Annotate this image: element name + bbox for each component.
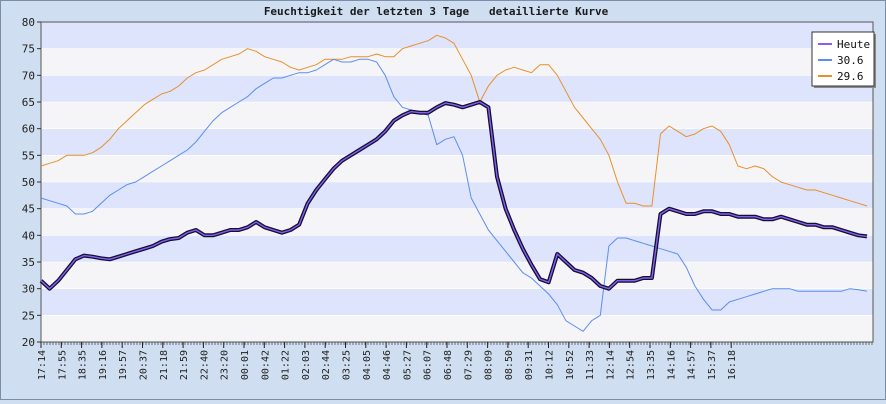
x-tick-label: 21:18 (159, 350, 170, 380)
x-tick-label: 12:14 (605, 350, 616, 380)
x-tick-label: 00:01 (240, 350, 251, 380)
x-tick-label: 17:55 (57, 350, 68, 380)
x-tick-label: 03:25 (342, 350, 353, 380)
series-line-29-6 (40, 34, 868, 207)
x-tick-label: 10:52 (565, 350, 576, 380)
x-tick-label: 20:37 (139, 350, 150, 380)
plot-band (41, 155, 873, 182)
x-tick-label: 13:35 (646, 350, 657, 380)
plot-band (41, 22, 873, 49)
plot-band (41, 288, 873, 316)
plot-band (41, 315, 873, 342)
chart-legend: Heute 30.6 29.6 (811, 31, 876, 88)
series-heute-line (40, 101, 868, 290)
x-tick-label: 00:42 (260, 350, 271, 380)
x-tick-label: 09:31 (524, 350, 535, 380)
y-tick-label: 75 (22, 43, 35, 56)
x-tick-label: 10:12 (545, 350, 556, 380)
y-tick-label: 30 (22, 283, 35, 296)
y-tick-label: 70 (22, 69, 35, 82)
y-tick-label: 80 (22, 16, 35, 29)
plot-band (41, 208, 873, 236)
y-tick-label: 60 (22, 123, 35, 136)
y-tick-label: 45 (22, 203, 35, 216)
x-tick-label: 18:35 (78, 350, 89, 380)
x-tick-label: 01:22 (281, 350, 292, 380)
x-tick-label: 08:50 (504, 350, 515, 380)
x-tick-label: 15:37 (707, 350, 718, 380)
x-tick-label: 06:07 (423, 350, 434, 380)
y-tick-label: 35 (22, 256, 35, 269)
x-tick-label: 05:27 (402, 350, 413, 380)
x-tick-label: 02:03 (301, 350, 312, 380)
y-tick-label: 40 (22, 229, 35, 242)
x-tick-label: 21:59 (179, 350, 190, 380)
x-tick-label: 19:16 (98, 350, 109, 380)
x-tick-label: 04:46 (382, 350, 393, 380)
y-tick-label: 20 (22, 336, 35, 349)
x-tick-label: 23:20 (220, 350, 231, 380)
plot-band (41, 235, 873, 262)
y-tick-label: 50 (22, 176, 35, 189)
x-tick-label: 04:05 (362, 350, 373, 380)
plot-band (41, 182, 873, 209)
legend-label: 30.6 (837, 54, 864, 67)
x-tick-label: 17:14 (37, 350, 48, 380)
y-tick-label: 25 (22, 309, 35, 322)
legend-label: Heute (837, 38, 870, 51)
y-tick-label: 55 (22, 149, 35, 162)
plot-band (41, 75, 873, 102)
legend-label: 29.6 (837, 70, 864, 83)
x-tick-label: 07:29 (463, 350, 474, 380)
x-tick-label: 12:54 (626, 350, 637, 380)
plot-band (41, 48, 873, 76)
x-tick-label: 14:16 (666, 350, 677, 380)
x-tick-label: 08:09 (484, 350, 495, 380)
chart-title: Feuchtigkeit der letzten 3 Tage detailli… (264, 5, 609, 18)
x-tick-label: 16:18 (727, 350, 738, 380)
x-tick-label: 14:57 (687, 350, 698, 380)
y-tick-label: 65 (22, 96, 35, 109)
x-tick-label: 11:33 (585, 350, 596, 380)
x-tick-label: 19:57 (118, 350, 129, 380)
series-line-30-6 (40, 58, 868, 332)
x-tick-label: 02:44 (321, 350, 332, 380)
x-tick-label: 22:40 (199, 350, 210, 380)
plot-band (41, 262, 873, 289)
x-tick-label: 06:48 (443, 350, 454, 380)
